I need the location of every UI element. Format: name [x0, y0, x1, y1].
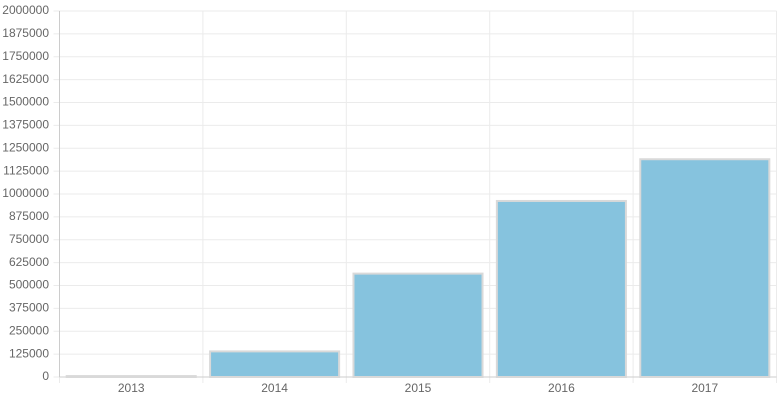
y-tick-label: 1500000 — [2, 95, 49, 109]
y-tick-label: 500000 — [9, 278, 49, 292]
bar — [209, 350, 341, 379]
y-tick-label: 2000000 — [2, 3, 49, 17]
y-tick-label: 1875000 — [2, 26, 49, 40]
x-tick-label: 2013 — [118, 381, 145, 395]
y-tick-label: 750000 — [9, 232, 49, 246]
y-tick-label: 250000 — [9, 323, 49, 337]
y-tick-label: 375000 — [9, 301, 49, 315]
bar — [495, 199, 627, 378]
y-tick-label: 1750000 — [2, 49, 49, 63]
y-tick-label: 1625000 — [2, 72, 49, 86]
x-tick-label: 2017 — [691, 381, 718, 395]
bar — [65, 375, 197, 378]
y-tick-label: 1250000 — [2, 140, 49, 154]
y-tick-label: 0 — [42, 369, 49, 383]
y-tick-label: 625000 — [9, 255, 49, 269]
y-tick-label: 875000 — [9, 209, 49, 223]
x-tick-label: 2016 — [548, 381, 575, 395]
bar — [352, 272, 484, 379]
y-tick-label: 1125000 — [3, 163, 49, 177]
y-tick-label: 1000000 — [2, 186, 49, 200]
x-tick-label: 2015 — [405, 381, 432, 395]
y-tick-label: 125000 — [9, 346, 49, 360]
bar — [639, 158, 771, 378]
x-tick-label: 2014 — [261, 381, 288, 395]
y-tick-label: 1375000 — [2, 118, 49, 132]
